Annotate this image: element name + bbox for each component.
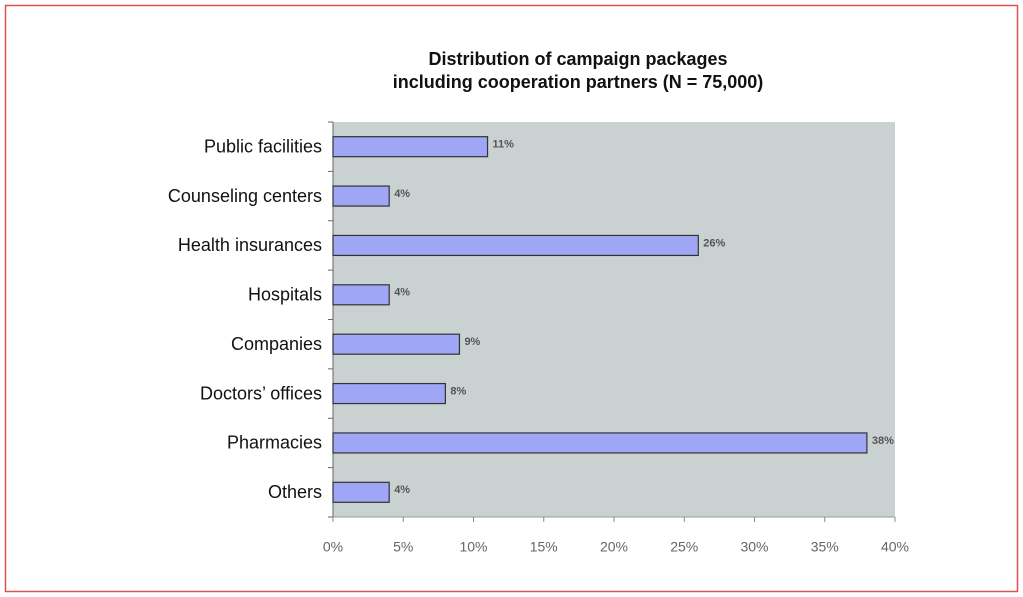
value-label: 4% [394, 188, 410, 200]
y-tick-label: Counseling centers [168, 186, 322, 206]
y-tick-label: Others [268, 482, 322, 502]
bar [332, 234, 699, 257]
y-tick-label: Companies [231, 334, 322, 354]
value-label: 4% [394, 484, 410, 496]
x-tick-label: 25% [670, 539, 698, 555]
x-tick-label: 5% [393, 539, 413, 555]
chart-title: including cooperation partners (N = 75,0… [393, 72, 764, 92]
x-tick-label: 20% [600, 539, 628, 555]
value-label: 8% [450, 385, 466, 397]
x-tick-label: 0% [323, 539, 343, 555]
y-tick-label: Health insurances [178, 235, 322, 255]
y-tick-label: Hospitals [248, 285, 322, 305]
bar [332, 432, 868, 454]
x-tick-label: 10% [459, 539, 487, 555]
bar [332, 333, 461, 355]
value-label: 11% [493, 139, 515, 151]
value-label: 26% [703, 237, 725, 249]
bar [332, 185, 390, 207]
chart-title: Distribution of campaign packages [428, 49, 727, 69]
value-label: 4% [394, 287, 410, 299]
x-tick-label: 40% [881, 539, 909, 555]
x-tick-label: 35% [811, 539, 839, 555]
plot-area [333, 122, 895, 517]
bar [332, 481, 390, 503]
bar [332, 382, 447, 405]
y-tick-label: Doctors’ offices [200, 383, 322, 403]
frame [4, 4, 1019, 593]
bar [332, 284, 390, 306]
bar [332, 136, 489, 158]
x-tick-label: 15% [530, 539, 558, 555]
y-tick-label: Public facilities [204, 136, 322, 156]
value-label: 38% [872, 435, 894, 447]
x-tick-label: 30% [740, 539, 768, 555]
value-label: 9% [464, 336, 480, 348]
y-tick-label: Pharmacies [227, 433, 322, 453]
